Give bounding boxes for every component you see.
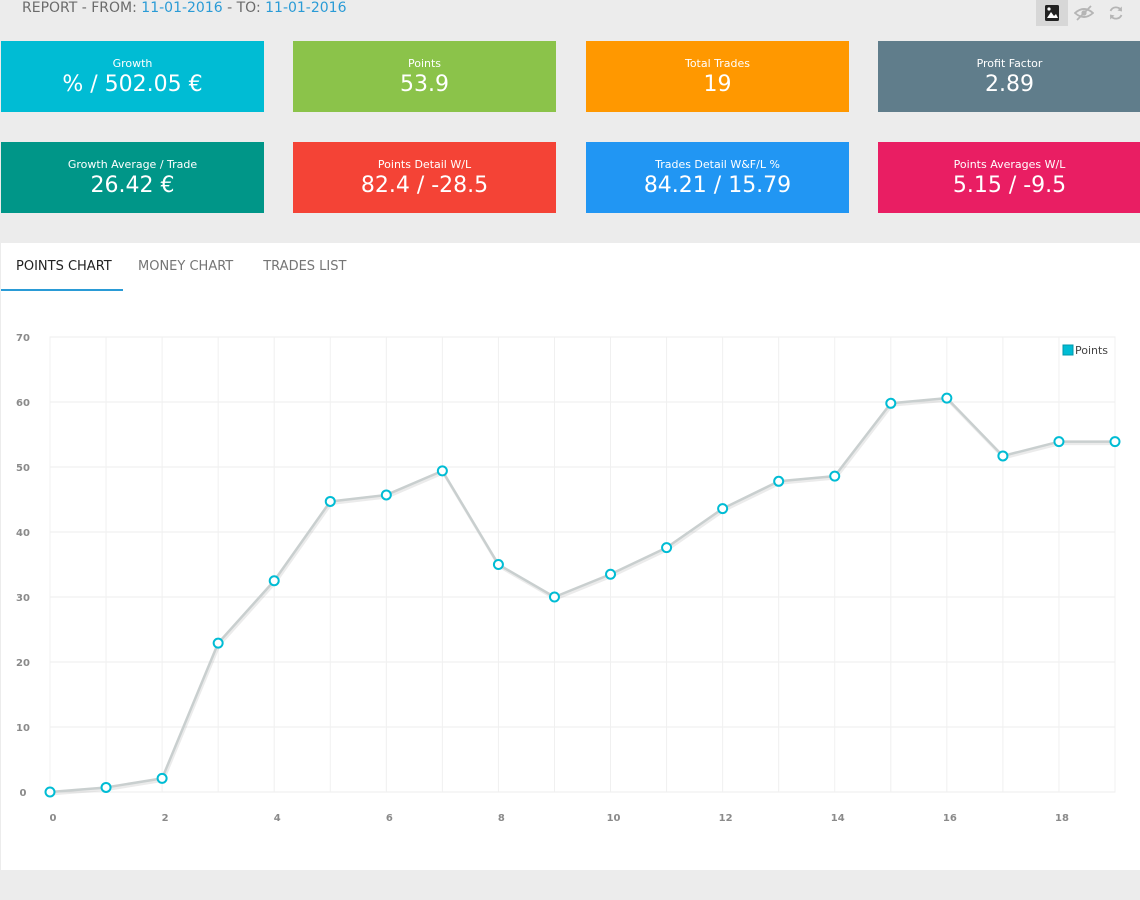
tile-points-detail: Points Detail W/L 82.4 / -28.5: [293, 142, 556, 213]
y-tick-label: 40: [16, 528, 30, 539]
x-tick-label: 2: [162, 813, 169, 823]
data-point: [436, 465, 448, 477]
image-export-button[interactable]: [1036, 0, 1068, 26]
report-to-date[interactable]: 11-01-2016: [265, 0, 347, 16]
points-chart: 0 10 20 30 40 50 60 70 0 2 4 6 8 10 12 14 16 18 Points: [16, 333, 1121, 824]
refresh-button[interactable]: [1100, 0, 1132, 26]
image-export-icon: [1045, 5, 1059, 21]
data-point: [212, 637, 224, 649]
tile-profit-factor: Profit Factor 2.89: [878, 41, 1140, 112]
y-tick-label: 70: [16, 333, 30, 344]
y-tick-label: 10: [16, 723, 30, 734]
tile-points-detail-value: 82.4 / -28.5: [360, 173, 489, 198]
report-to-label: - TO:: [222, 0, 266, 16]
tab-points-chart[interactable]: POINTS CHART: [1, 243, 123, 291]
data-point: [324, 495, 336, 507]
tile-trades-detail-label: Trades Detail W&F/L %: [655, 158, 780, 171]
footer-bar: [0, 870, 1140, 900]
report-from-label: REPORT - FROM:: [22, 0, 142, 16]
tab-money-chart[interactable]: MONEY CHART: [138, 259, 234, 274]
hide-icon: [1074, 5, 1094, 21]
y-tick-label: 50: [16, 463, 30, 474]
tile-points-averages-label: Points Averages W/L: [953, 158, 1066, 171]
tile-points-value: 53.9: [400, 72, 449, 97]
series-line-shadow: [50, 398, 1116, 796]
tile-points: Points 53.9: [293, 41, 556, 112]
data-point: [156, 772, 168, 784]
refresh-icon: [1109, 6, 1123, 20]
legend-label: Points: [1075, 344, 1108, 357]
data-point: [661, 542, 673, 554]
tile-growth: Growth % / 502.05 €: [1, 41, 264, 112]
points-chart-area: 0 10 20 30 40 50 60 70 0 2 4 6 8 10 12 14 16 18 Points: [1, 323, 1140, 824]
tile-growth-average-label: Growth Average / Trade: [67, 158, 198, 171]
y-tick-label: 30: [16, 593, 30, 604]
x-tick-label: 4: [274, 813, 281, 823]
x-tick-label: 8: [498, 813, 505, 823]
tile-profit-factor-value: 2.89: [985, 72, 1034, 97]
chart-tabs: POINTS CHART MONEY CHART TRADES LIST: [1, 243, 1140, 291]
data-point: [941, 392, 953, 404]
y-tick-label: 60: [16, 398, 30, 409]
report-header: REPORT - FROM: 11-01-2016 - TO: 11-01-20…: [22, 0, 347, 18]
x-tick-label: 18: [1055, 813, 1069, 823]
toolbar: [1036, 0, 1132, 26]
tile-trades-detail-value: 84.21 / 15.79: [643, 173, 792, 198]
hide-button[interactable]: [1068, 0, 1100, 26]
tile-total-trades-label: Total Trades: [684, 57, 751, 70]
x-tick-label: 14: [831, 813, 845, 823]
tile-growth-average-value: 26.42 €: [90, 173, 175, 198]
data-point: [1053, 436, 1065, 448]
tile-points-detail-label: Points Detail W/L: [377, 158, 472, 171]
data-point: [100, 781, 112, 793]
tile-trades-detail: Trades Detail W&F/L % 84.21 / 15.79: [586, 142, 849, 213]
x-tick-label: 0: [50, 813, 57, 823]
data-point: [492, 559, 504, 570]
x-tick-label: 16: [943, 813, 957, 823]
data-point: [268, 575, 280, 587]
data-point: [548, 591, 560, 603]
data-point: [44, 786, 56, 798]
data-point: [1109, 436, 1121, 448]
data-point: [717, 503, 729, 515]
tile-growth-label: Growth: [112, 57, 153, 70]
data-point: [829, 470, 841, 482]
tile-growth-value: % / 502.05 €: [62, 72, 203, 97]
y-tick-label: 0: [20, 788, 27, 799]
data-point: [885, 397, 897, 409]
tile-points-label: Points: [407, 57, 442, 70]
x-tick-label: 6: [386, 813, 393, 823]
chart-panel: POINTS CHART MONEY CHART TRADES LIST 0 10…: [1, 243, 1140, 870]
y-tick-label: 20: [16, 658, 30, 669]
tile-growth-average: Growth Average / Trade 26.42 €: [1, 142, 264, 213]
data-point: [380, 489, 392, 501]
tile-profit-factor-label: Profit Factor: [976, 57, 1043, 70]
tile-total-trades-value: 19: [703, 72, 732, 97]
report-from-date[interactable]: 11-01-2016: [141, 0, 223, 16]
x-tick-label: 12: [719, 813, 733, 823]
tile-total-trades: Total Trades 19: [586, 41, 849, 112]
data-point: [605, 568, 617, 580]
tile-points-averages-value: 5.15 / -9.5: [952, 173, 1067, 198]
series-line-points: [49, 396, 1115, 794]
tab-trades-list[interactable]: TRADES LIST: [263, 259, 347, 274]
legend-swatch: [1062, 344, 1074, 356]
x-tick-label: 10: [607, 813, 621, 823]
tile-points-averages: Points Averages W/L 5.15 / -9.5: [878, 142, 1140, 213]
data-point: [997, 450, 1009, 462]
data-point: [773, 475, 785, 487]
